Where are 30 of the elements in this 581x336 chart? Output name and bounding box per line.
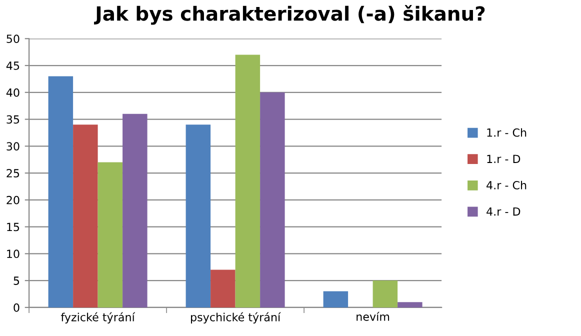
bar [48,76,74,308]
bar [235,54,260,308]
bar [372,280,398,308]
bar [73,124,98,308]
bar [186,124,211,308]
y-tick-label: 15 [7,222,20,232]
x-tick-label: fyzické týrání [60,312,136,324]
bar [122,114,148,308]
y-tick-label: 25 [6,169,20,178]
y-tick-label: 10 [7,250,20,258]
y-tick-label: 30 [6,142,20,151]
x-tick-label: psychické týrání [191,312,281,324]
legend-label: 1.r - D [487,154,520,163]
y-tick-label: 20 [6,196,20,204]
bar [98,162,123,308]
chart-title: Jak bys charakterizoval (-a) šikanu? [94,5,485,25]
bar [260,92,285,308]
x-tick-label: nevím [356,312,390,321]
y-tick-label: 35 [6,115,20,124]
y-tick-label: 40 [6,88,20,97]
y-tick-label: 5 [14,276,20,285]
bar [398,302,422,308]
y-tick-label: 50 [6,34,20,44]
y-tick-label: 0 [14,303,20,312]
legend-label: 1.r - Ch [487,128,526,137]
y-tick-label: 45 [6,62,20,70]
bar [323,291,348,308]
legend-label: 4.r - Ch [486,180,526,190]
bar [210,270,236,308]
legend-label: 4.r - D [486,207,520,216]
